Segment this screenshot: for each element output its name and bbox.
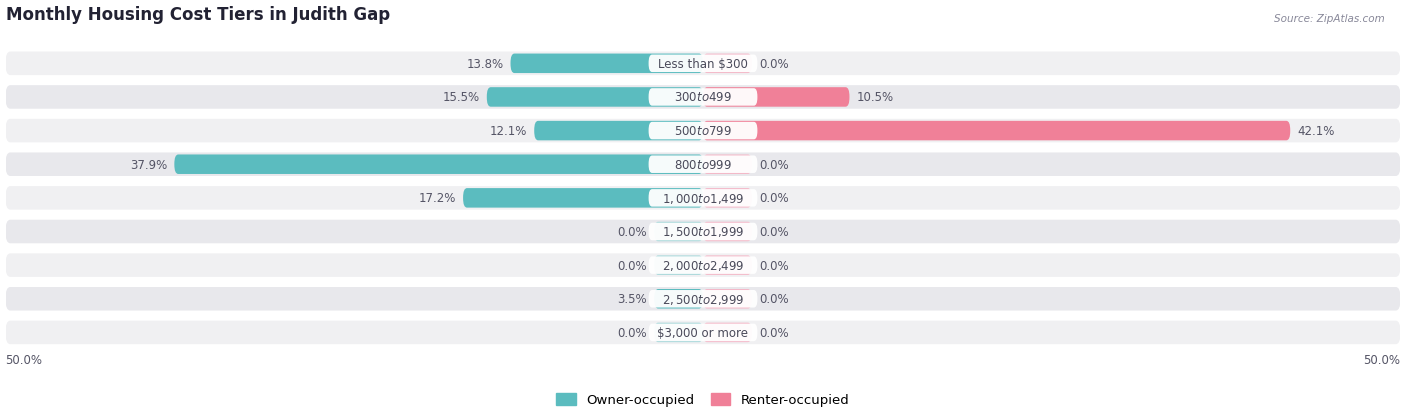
FancyBboxPatch shape — [6, 86, 1400, 109]
FancyBboxPatch shape — [6, 220, 1400, 244]
Text: 3.5%: 3.5% — [617, 292, 647, 306]
Legend: Owner-occupied, Renter-occupied: Owner-occupied, Renter-occupied — [553, 389, 853, 411]
FancyBboxPatch shape — [703, 189, 752, 208]
FancyBboxPatch shape — [486, 88, 703, 107]
Text: 50.0%: 50.0% — [1364, 354, 1400, 367]
FancyBboxPatch shape — [648, 89, 758, 107]
Text: 0.0%: 0.0% — [759, 158, 789, 171]
FancyBboxPatch shape — [6, 153, 1400, 177]
FancyBboxPatch shape — [534, 121, 703, 141]
FancyBboxPatch shape — [648, 290, 758, 308]
FancyBboxPatch shape — [648, 190, 758, 207]
Text: 42.1%: 42.1% — [1298, 125, 1334, 138]
Text: 0.0%: 0.0% — [617, 225, 647, 238]
FancyBboxPatch shape — [648, 324, 758, 341]
FancyBboxPatch shape — [648, 223, 758, 241]
Text: Monthly Housing Cost Tiers in Judith Gap: Monthly Housing Cost Tiers in Judith Gap — [6, 5, 389, 24]
Text: $3,000 or more: $3,000 or more — [658, 326, 748, 339]
FancyBboxPatch shape — [703, 88, 849, 107]
Text: $1,000 to $1,499: $1,000 to $1,499 — [662, 191, 744, 205]
FancyBboxPatch shape — [648, 257, 758, 274]
FancyBboxPatch shape — [463, 189, 703, 208]
FancyBboxPatch shape — [654, 256, 703, 275]
Text: 0.0%: 0.0% — [617, 259, 647, 272]
FancyBboxPatch shape — [6, 321, 1400, 344]
FancyBboxPatch shape — [510, 55, 703, 74]
FancyBboxPatch shape — [648, 123, 758, 140]
FancyBboxPatch shape — [6, 52, 1400, 76]
Text: $800 to $999: $800 to $999 — [673, 158, 733, 171]
Text: 10.5%: 10.5% — [856, 91, 894, 104]
FancyBboxPatch shape — [6, 187, 1400, 210]
Text: $500 to $799: $500 to $799 — [673, 125, 733, 138]
Text: $300 to $499: $300 to $499 — [673, 91, 733, 104]
FancyBboxPatch shape — [6, 119, 1400, 143]
FancyBboxPatch shape — [6, 287, 1400, 311]
Text: $2,500 to $2,999: $2,500 to $2,999 — [662, 292, 744, 306]
FancyBboxPatch shape — [703, 290, 752, 309]
FancyBboxPatch shape — [703, 55, 752, 74]
FancyBboxPatch shape — [703, 222, 752, 242]
FancyBboxPatch shape — [654, 222, 703, 242]
Text: 17.2%: 17.2% — [419, 192, 456, 205]
FancyBboxPatch shape — [6, 254, 1400, 277]
Text: 12.1%: 12.1% — [489, 125, 527, 138]
FancyBboxPatch shape — [703, 121, 1291, 141]
FancyBboxPatch shape — [703, 323, 752, 342]
Text: 0.0%: 0.0% — [759, 292, 789, 306]
Text: Less than $300: Less than $300 — [658, 58, 748, 71]
Text: 15.5%: 15.5% — [443, 91, 479, 104]
FancyBboxPatch shape — [703, 256, 752, 275]
Text: $1,500 to $1,999: $1,500 to $1,999 — [662, 225, 744, 239]
Text: 50.0%: 50.0% — [6, 354, 42, 367]
Text: 0.0%: 0.0% — [617, 326, 647, 339]
FancyBboxPatch shape — [654, 323, 703, 342]
FancyBboxPatch shape — [654, 290, 703, 309]
Text: 0.0%: 0.0% — [759, 225, 789, 238]
FancyBboxPatch shape — [174, 155, 703, 175]
Text: $2,000 to $2,499: $2,000 to $2,499 — [662, 259, 744, 273]
Text: 0.0%: 0.0% — [759, 192, 789, 205]
Text: 13.8%: 13.8% — [467, 58, 503, 71]
Text: 0.0%: 0.0% — [759, 58, 789, 71]
Text: 0.0%: 0.0% — [759, 259, 789, 272]
FancyBboxPatch shape — [648, 156, 758, 173]
Text: 0.0%: 0.0% — [759, 326, 789, 339]
Text: 37.9%: 37.9% — [131, 158, 167, 171]
Text: Source: ZipAtlas.com: Source: ZipAtlas.com — [1274, 14, 1385, 24]
FancyBboxPatch shape — [648, 55, 758, 73]
FancyBboxPatch shape — [703, 155, 752, 175]
